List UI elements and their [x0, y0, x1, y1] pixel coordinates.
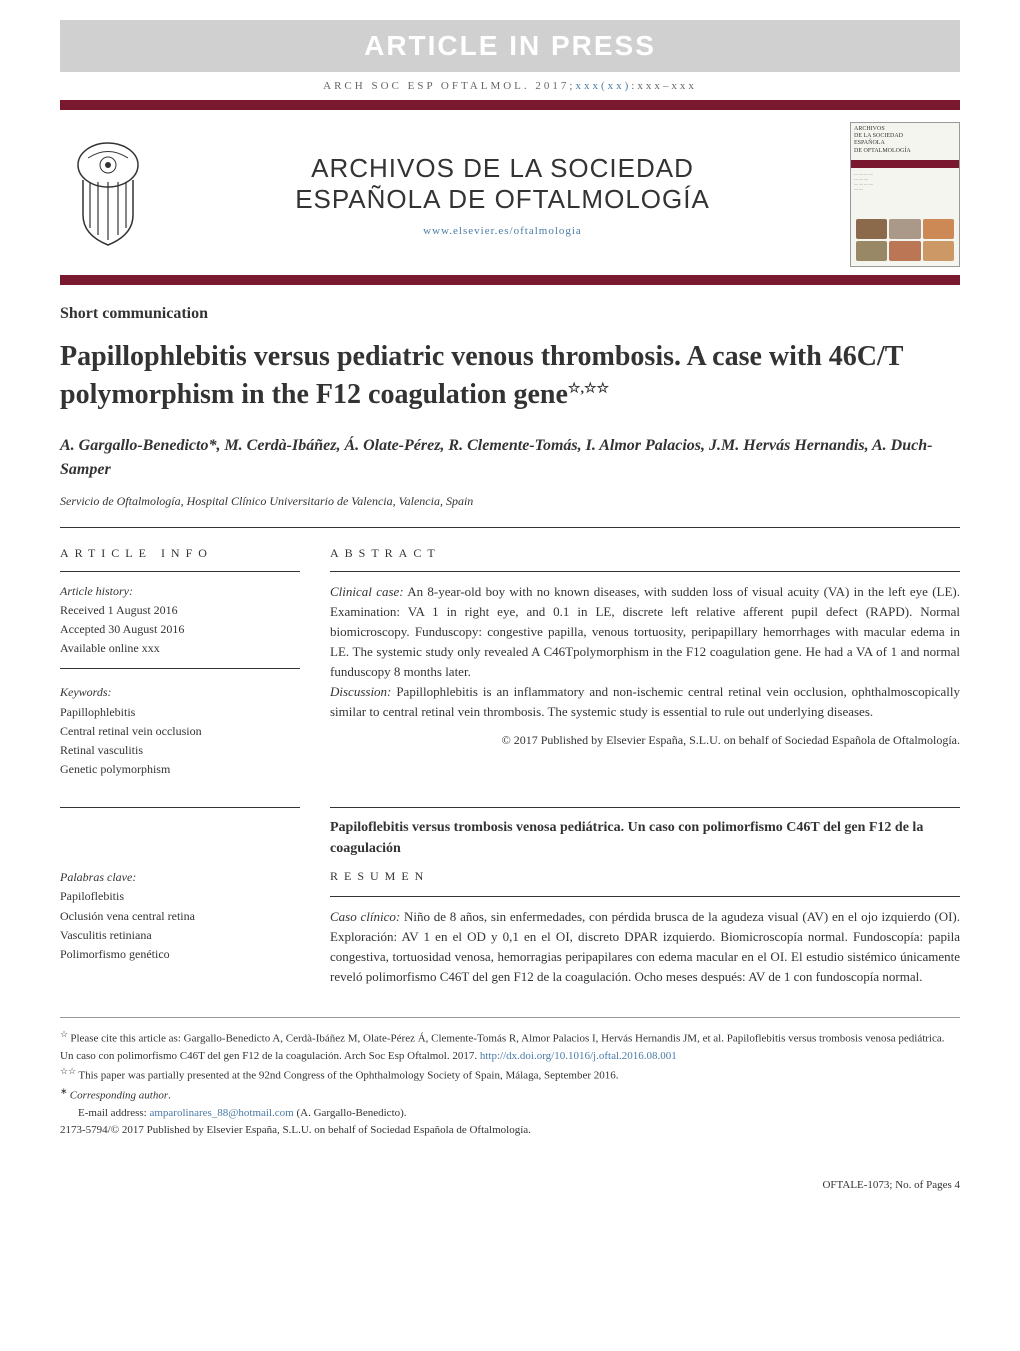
- caso-clinico-label: Caso clínico:: [330, 909, 400, 924]
- clinical-case-text: An 8-year-old boy with no known diseases…: [330, 584, 960, 680]
- author-email[interactable]: amparolinares_88@hotmail.com: [149, 1107, 293, 1119]
- keyword: Retinal vasculitis: [60, 741, 300, 760]
- doi-link[interactable]: http://dx.doi.org/10.1016/j.oftal.2016.0…: [480, 1050, 677, 1062]
- fn2-mark: ☆☆: [60, 1066, 78, 1076]
- fn2-text: This paper was partially presented at th…: [78, 1070, 618, 1082]
- abstract-heading: ABSTRACT: [330, 546, 960, 561]
- section-type: Short communication: [60, 305, 960, 323]
- footnote-presentation: ☆☆ This paper was partially presented at…: [60, 1065, 960, 1085]
- resumen-body: Caso clínico: Niño de 8 años, sin enferm…: [330, 907, 960, 988]
- journal-cover-thumbnail: ARCHIVOS DE LA SOCIEDAD ESPAÑOLA DE OFTA…: [850, 122, 960, 267]
- footnote-issn: 2173-5794/© 2017 Published by Elsevier E…: [60, 1122, 960, 1139]
- cover-l1: ARCHIVOS: [854, 126, 885, 132]
- journal-header: ARCHIVOS DE LA SOCIEDAD ESPAÑOLA DE OFTA…: [0, 110, 1020, 275]
- citation-line: ARCH SOC ESP OFTALMOL. 2017;xxx(xx):xxx–…: [0, 72, 1020, 100]
- palabra: Papiloflebitis: [60, 887, 300, 906]
- cover-l4: DE OFTALMOLOGÍA: [854, 148, 911, 154]
- citation-issue: xxx(xx): [575, 80, 631, 92]
- affiliation: Servicio de Oftalmología, Hospital Clíni…: [60, 494, 960, 509]
- footnotes: ☆ Please cite this article as: Gargallo-…: [60, 1017, 960, 1138]
- divider: [60, 571, 300, 572]
- citation-pages: :xxx–xxx: [631, 80, 697, 92]
- footer-article-id: OFTALE-1073; No. of Pages 4: [0, 1159, 1020, 1211]
- watermark-banner: ARTICLE IN PRESS: [60, 20, 960, 72]
- available-date: Available online xxx: [60, 639, 300, 658]
- accepted-date: Accepted 30 August 2016: [60, 620, 300, 639]
- abstract-body: Clinical case: An 8-year-old boy with no…: [330, 582, 960, 723]
- title-footnote-marks: ☆,☆☆: [568, 381, 609, 396]
- divider: [60, 668, 300, 669]
- divider: [60, 527, 960, 528]
- history-label: Article history:: [60, 582, 300, 601]
- corr-mark: ∗: [60, 1086, 70, 1096]
- divider: [60, 807, 300, 808]
- article-title: Papillophlebitis versus pediatric venous…: [60, 338, 960, 414]
- palabras-column: Palabras clave: Papiloflebitis Oclusión …: [60, 779, 300, 987]
- resumen-heading: RESUMEN: [330, 869, 960, 884]
- discussion-label: Discussion:: [330, 684, 391, 699]
- cover-l2: DE LA SOCIEDAD: [854, 133, 903, 139]
- journal-title-line2: ESPAÑOLA DE OFTALMOLOGÍA: [175, 184, 830, 215]
- society-emblem: [60, 132, 155, 257]
- info-abstract-row: ARTICLE INFO Article history: Received 1…: [60, 546, 960, 780]
- corr-label: Corresponding author: [70, 1090, 168, 1102]
- palabra: Vasculitis retiniana: [60, 926, 300, 945]
- fn1-mark: ☆: [60, 1029, 70, 1039]
- header-top-bar: [60, 100, 960, 110]
- journal-url[interactable]: www.elsevier.es/oftalmologia: [175, 225, 830, 237]
- email-label: E-mail address:: [78, 1107, 149, 1119]
- palabra: Polimorfismo genético: [60, 945, 300, 964]
- email-name: (A. Gargallo-Benedicto).: [294, 1107, 407, 1119]
- info-resumen-row: Palabras clave: Papiloflebitis Oclusión …: [60, 779, 960, 987]
- author-list: A. Gargallo-Benedicto*, M. Cerdà-Ibáñez,…: [60, 434, 960, 482]
- clinical-case-label: Clinical case:: [330, 584, 404, 599]
- spanish-title: Papiloflebitis versus trombosis venosa p…: [330, 818, 960, 859]
- keyword: Papillophlebitis: [60, 703, 300, 722]
- article-title-text: Papillophlebitis versus pediatric venous…: [60, 341, 903, 410]
- caso-clinico-text: Niño de 8 años, sin enfermedades, con pé…: [330, 909, 960, 984]
- abstract-copyright: © 2017 Published by Elsevier España, S.L…: [330, 731, 960, 749]
- footnote-corresponding: ∗ Corresponding author.: [60, 1085, 960, 1105]
- abstract-column: ABSTRACT Clinical case: An 8-year-old bo…: [330, 546, 960, 780]
- footnote-citation: ☆ Please cite this article as: Gargallo-…: [60, 1028, 960, 1065]
- header-bottom-bar: [60, 275, 960, 285]
- divider: [330, 807, 960, 808]
- watermark-text: ARTICLE IN PRESS: [364, 30, 656, 61]
- keyword: Central retinal vein occlusion: [60, 722, 300, 741]
- discussion-text: Papillophlebitis is an inflammatory and …: [330, 684, 960, 719]
- divider: [330, 896, 960, 897]
- cover-l3: ESPAÑOLA: [854, 140, 885, 146]
- keywords-label: Keywords:: [60, 683, 300, 702]
- divider: [330, 571, 960, 572]
- palabras-label: Palabras clave:: [60, 868, 300, 887]
- journal-title-line1: ARCHIVOS DE LA SOCIEDAD: [175, 153, 830, 184]
- citation-prefix: ARCH SOC ESP OFTALMOL. 2017;: [323, 80, 575, 92]
- info-heading: ARTICLE INFO: [60, 546, 300, 561]
- footnote-email: E-mail address: amparolinares_88@hotmail…: [60, 1105, 960, 1122]
- journal-title-block: ARCHIVOS DE LA SOCIEDAD ESPAÑOLA DE OFTA…: [175, 153, 830, 237]
- keyword: Genetic polymorphism: [60, 760, 300, 779]
- resumen-column: Papiloflebitis versus trombosis venosa p…: [330, 779, 960, 987]
- palabra: Oclusión vena central retina: [60, 907, 300, 926]
- main-content: Short communication Papillophlebitis ver…: [0, 285, 1020, 1159]
- received-date: Received 1 August 2016: [60, 601, 300, 620]
- article-info-column: ARTICLE INFO Article history: Received 1…: [60, 546, 300, 780]
